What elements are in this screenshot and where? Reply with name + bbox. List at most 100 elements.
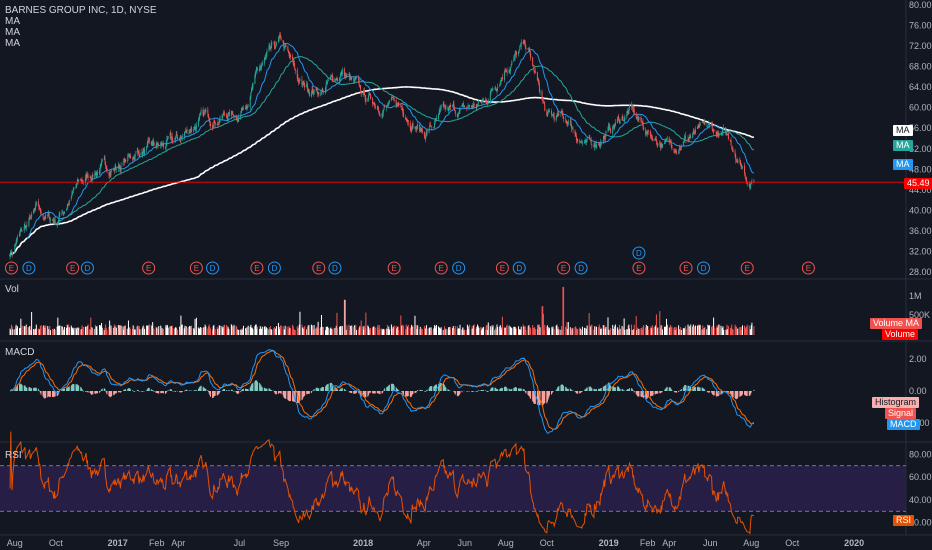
volume-bar xyxy=(693,326,695,335)
candle-body xyxy=(538,79,540,85)
volume-bar xyxy=(426,328,428,335)
candle-body xyxy=(246,106,248,109)
macd-histogram-bar xyxy=(219,391,221,393)
macd-histogram-bar xyxy=(570,389,572,391)
candle-body xyxy=(204,112,206,114)
candle-body xyxy=(39,207,41,211)
volume-bar xyxy=(58,325,60,335)
volume-bar xyxy=(466,324,468,335)
volume-bar xyxy=(246,327,248,335)
price-tick-label: 60.00 xyxy=(909,103,932,113)
candle-body xyxy=(222,112,224,115)
candle-body xyxy=(311,89,313,94)
macd-histogram-bar xyxy=(494,387,496,391)
candle-body xyxy=(506,71,508,73)
volume-bar xyxy=(292,326,294,335)
macd-histogram-bar xyxy=(487,391,489,392)
candle-body xyxy=(54,220,56,225)
symbol-title[interactable]: BARNES GROUP INC, 1D, NYSE xyxy=(5,5,157,16)
candle-body xyxy=(405,117,407,120)
candle-body xyxy=(707,125,709,127)
candle-body xyxy=(536,72,538,81)
volume-bar xyxy=(283,329,285,335)
candle-body xyxy=(188,132,190,135)
volume-bar xyxy=(528,325,530,335)
volume-bar xyxy=(256,329,258,335)
macd-histogram-bar xyxy=(38,390,40,391)
macd-histogram-bar xyxy=(37,388,39,391)
volume-bar xyxy=(279,329,281,335)
volume-bar xyxy=(301,324,303,335)
ma-white-line xyxy=(9,86,755,256)
candle-body xyxy=(483,99,485,101)
candle-body xyxy=(308,91,310,96)
macd-tick-label: 2.00 xyxy=(909,354,927,364)
event-marker-letter: E xyxy=(70,264,75,273)
macd-histogram-bar xyxy=(254,381,256,391)
macd-histogram-bar xyxy=(312,390,314,391)
candle-body xyxy=(678,148,680,151)
candle-body xyxy=(147,140,149,144)
candle-body xyxy=(372,103,374,105)
macd-histogram-bar xyxy=(308,391,310,394)
volume-bar xyxy=(193,329,195,335)
event-marker-earnings xyxy=(679,261,693,275)
macd-histogram-bar xyxy=(33,387,35,391)
ma-legend-1[interactable]: MA xyxy=(5,16,20,27)
candle-body xyxy=(468,105,470,107)
vol-pane-label[interactable]: Vol xyxy=(5,284,19,295)
candle-body xyxy=(265,56,267,60)
ma-legend-3[interactable]: MA xyxy=(5,38,20,49)
volume-bar xyxy=(721,327,723,335)
macd-histogram-bar xyxy=(351,391,353,394)
volume-bar xyxy=(113,324,115,335)
macd-pane-label[interactable]: MACD xyxy=(5,347,35,358)
volume-bar xyxy=(222,328,224,335)
candle-body xyxy=(715,131,717,136)
volume-bar xyxy=(656,329,658,335)
volume-bar xyxy=(612,324,614,335)
macd-histogram-bar xyxy=(386,387,388,391)
time-axis-label: Apr xyxy=(171,538,185,548)
candle-body xyxy=(244,107,246,110)
macd-histogram-bar xyxy=(636,391,638,396)
candle-body xyxy=(651,137,653,141)
volume-bar xyxy=(68,327,70,335)
candle-body xyxy=(101,161,103,165)
candle-body xyxy=(596,144,598,148)
rsi-tick-label: 40.00 xyxy=(909,495,932,505)
macd-histogram-bar xyxy=(369,391,371,393)
candle-body xyxy=(396,104,398,105)
price-tick-label: 40.00 xyxy=(909,205,932,215)
volume-bar xyxy=(344,299,346,335)
volume-bar xyxy=(584,327,586,335)
volume-bar xyxy=(731,324,733,335)
volume-bar xyxy=(527,326,529,335)
volume-bar xyxy=(232,326,234,335)
candle-body xyxy=(160,142,162,146)
ma-legend-2[interactable]: MA xyxy=(5,27,20,38)
candle-body xyxy=(650,135,652,137)
candle-body xyxy=(487,103,489,104)
volume-bar xyxy=(468,324,470,335)
candle-body xyxy=(364,90,366,96)
candle-body xyxy=(631,104,633,107)
volume-bar xyxy=(746,324,748,335)
volume-bar xyxy=(424,328,426,335)
volume-bar xyxy=(516,328,518,335)
macd-histogram-bar xyxy=(216,391,218,396)
volume-bar xyxy=(242,329,244,335)
candle-body xyxy=(473,104,475,106)
candle-body xyxy=(316,91,318,94)
rsi-pane-label[interactable]: RSI xyxy=(5,450,22,461)
volume-bar xyxy=(91,327,93,335)
candle-body xyxy=(745,177,747,179)
event-marker-letter: E xyxy=(806,264,811,273)
candle-body xyxy=(480,101,482,103)
volume-bar xyxy=(567,329,569,335)
candle-body xyxy=(180,138,182,140)
volume-bar xyxy=(495,329,497,335)
volume-bar xyxy=(364,327,366,335)
candle-body xyxy=(520,45,522,47)
